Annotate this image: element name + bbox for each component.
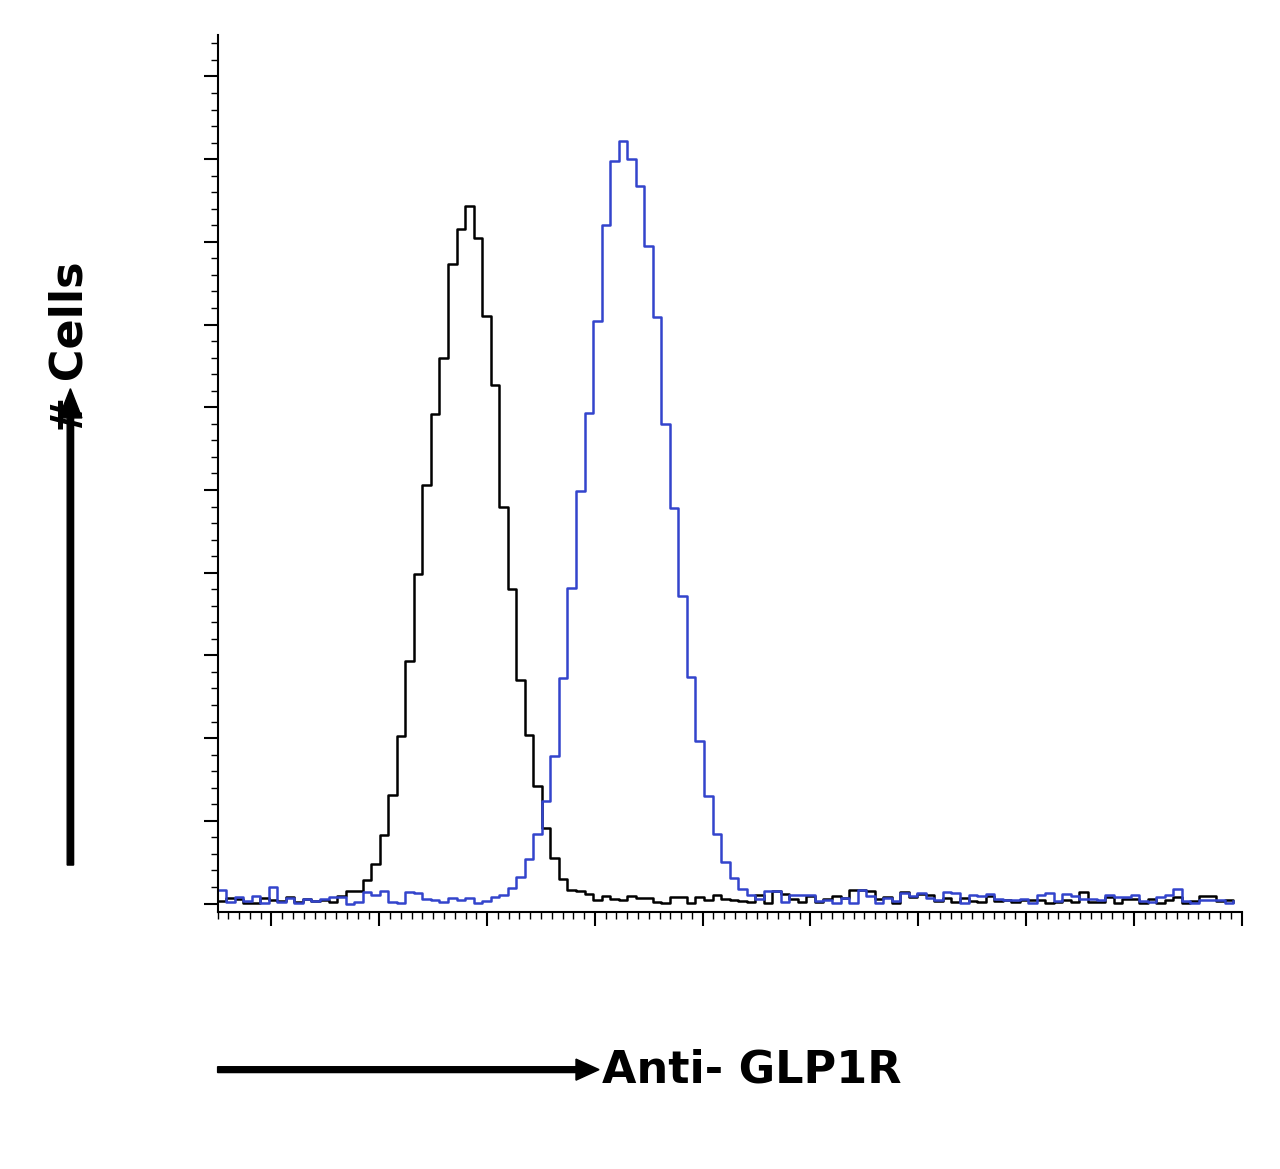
Text: # Cells: # Cells	[49, 262, 92, 434]
Text: Anti- GLP1R: Anti- GLP1R	[602, 1049, 901, 1091]
